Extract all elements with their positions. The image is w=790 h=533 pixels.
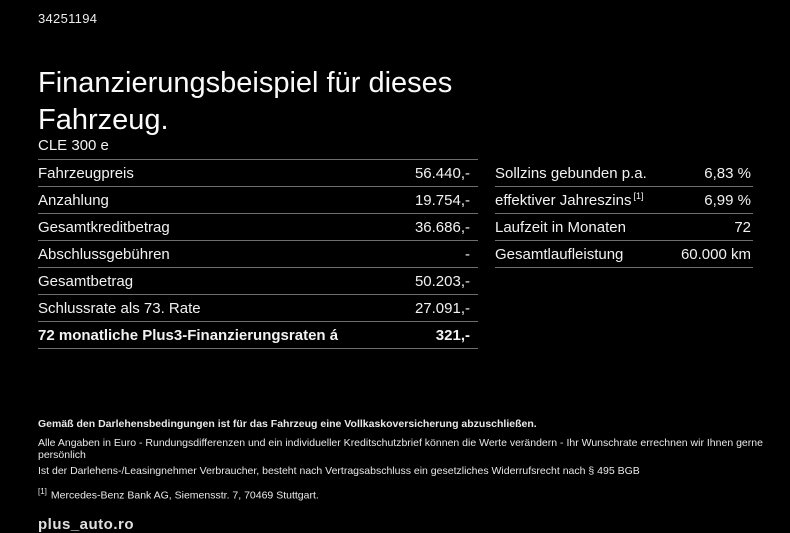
table-row: effektiver Jahreszins [1] 6,99 % (495, 187, 753, 214)
reference-number: 34251194 (38, 11, 98, 26)
row-label: Schlussrate als 73. Rate (38, 299, 201, 317)
page-title: Finanzierungsbeispiel für dieses Fahrzeu… (38, 67, 453, 137)
row-label: effektiver Jahreszins [1] (495, 191, 644, 209)
row-label: 72 monatliche Plus3-Finanzierungsraten á (38, 326, 339, 344)
footnote-disclaimer: Alle Angaben in Euro - Rundungsdifferenz… (38, 437, 763, 461)
table-row: Laufzeit in Monaten 72 (495, 214, 753, 241)
table-row-monthly-rate: 72 monatliche Plus3-Finanzierungsraten á… (38, 322, 478, 349)
row-label: Sollzins gebunden p.a. (495, 164, 647, 182)
footnote-withdrawal: Ist der Darlehens-/Leasingnehmer Verbrau… (38, 465, 640, 477)
vehicle-model: CLE 300 e (38, 133, 478, 160)
row-value: 27.091,- (414, 299, 470, 317)
row-value: 19.754,- (414, 191, 470, 209)
table-row: Gesamtbetrag 50.203,- (38, 268, 478, 295)
row-value: 321,- (435, 326, 470, 344)
row-value: 6,83 % (704, 164, 751, 182)
footnotes-block: Gemäß den Darlehensbedingungen ist für d… (38, 418, 778, 512)
row-value: - (465, 245, 470, 263)
table-row: Gesamtkreditbetrag 36.686,- (38, 214, 478, 241)
footnote-bank-source: [1] Mercedes-Benz Bank AG, Siemensstr. 7,… (38, 487, 319, 502)
table-row: Abschlussgebühren - (38, 241, 478, 268)
conditions-table: Sollzins gebunden p.a. 6,83 % effektiver… (495, 160, 753, 268)
table-row: Schlussrate als 73. Rate 27.091,- (38, 295, 478, 322)
row-value: 50.203,- (414, 272, 470, 290)
row-label: Gesamtbetrag (38, 272, 134, 290)
footnote-insurance: Gemäß den Darlehensbedingungen ist für d… (38, 418, 537, 430)
finance-table: Fahrzeugpreis 56.440,- Anzahlung 19.754,… (38, 160, 478, 349)
row-value: 6,99 % (704, 191, 751, 209)
row-label: Anzahlung (38, 191, 109, 209)
row-value: 36.686,- (414, 218, 470, 236)
row-label: Gesamtlaufleistung (495, 245, 624, 263)
watermark-text: plus_auto.ro (38, 516, 135, 533)
row-label: Gesamtkreditbetrag (38, 218, 170, 236)
row-label: Laufzeit in Monaten (495, 218, 626, 236)
table-row: Anzahlung 19.754,- (38, 187, 478, 214)
row-value: 56.440,- (414, 164, 470, 182)
table-row: Sollzins gebunden p.a. 6,83 % (495, 160, 753, 187)
table-row: Fahrzeugpreis 56.440,- (38, 160, 478, 187)
row-label: Fahrzeugpreis (38, 164, 134, 182)
table-row: Gesamtlaufleistung 60.000 km (495, 241, 753, 268)
row-label: Abschlussgebühren (38, 245, 170, 263)
footnote-marker: [1] (38, 487, 47, 496)
footnote-superscript: [1] (633, 191, 644, 201)
row-value: 72 (734, 218, 751, 236)
row-value: 60.000 km (680, 245, 751, 263)
